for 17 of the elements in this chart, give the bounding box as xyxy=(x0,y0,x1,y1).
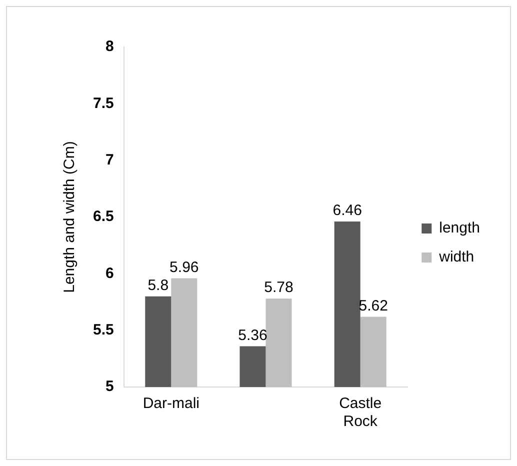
y-tick-label: 7.5 xyxy=(92,94,114,112)
data-label: 5.36 xyxy=(238,326,268,344)
x-tick-label: Castle Rock xyxy=(339,395,382,430)
data-label: 5.96 xyxy=(170,258,199,276)
legend-label: length xyxy=(439,220,480,237)
legend-label: width xyxy=(438,248,474,266)
data-label: 5.8 xyxy=(148,276,169,294)
data-label: 5.78 xyxy=(264,279,294,296)
data-label: 6.46 xyxy=(332,202,362,220)
y-axis-title: Length and width (Cm) xyxy=(61,141,78,293)
y-tick-label: 6 xyxy=(106,264,114,282)
y-tick-label: 7 xyxy=(106,151,114,168)
y-tick-label: 8 xyxy=(106,38,114,56)
y-tick-label: 5.5 xyxy=(92,321,114,338)
x-tick-label: Dar-mali xyxy=(142,395,200,412)
y-tick-label: 5 xyxy=(106,378,114,396)
y-tick-label: 6.5 xyxy=(92,208,114,226)
